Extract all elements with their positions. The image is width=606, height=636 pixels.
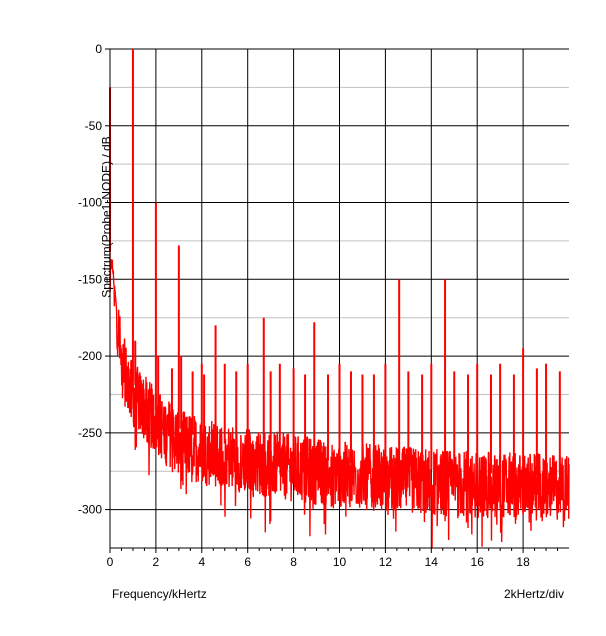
x-tick-label: 12: [379, 555, 393, 569]
spectrum-series: [109, 49, 570, 549]
x-tick-label: 10: [333, 555, 347, 569]
axes: [105, 48, 569, 553]
x-tick-label: 18: [516, 555, 530, 569]
y-tick-labels: 0 -50 -100 -150 -200 -250 -300: [78, 42, 102, 517]
y-tick-label: -100: [78, 196, 102, 210]
x-tick-label: 6: [244, 555, 251, 569]
y-axis-label: Spectrum(Probe1-NODE) / dB: [99, 136, 114, 298]
y-tick-label: -250: [78, 426, 102, 440]
x-tick-label: 4: [198, 555, 205, 569]
x-tick-label: 0: [107, 555, 114, 569]
y-tick-label: 0: [95, 42, 102, 56]
y-tick-label: -50: [85, 119, 103, 133]
x-tick-label: 14: [425, 555, 439, 569]
x-tick-labels: 0 2 4 6 8 10 12 14 16 18: [107, 555, 530, 569]
x-scale-label: 2kHertz/div: [504, 587, 565, 601]
y-tick-label: -300: [78, 503, 102, 517]
x-tick-label: 2: [153, 555, 160, 569]
spectrum-line: [109, 248, 570, 549]
x-axis-label: Frequency/kHertz: [112, 587, 207, 601]
y-tick-label: -150: [78, 272, 102, 286]
x-tick-label: 8: [290, 555, 297, 569]
x-tick-label: 16: [471, 555, 485, 569]
y-tick-label: -200: [78, 349, 102, 363]
